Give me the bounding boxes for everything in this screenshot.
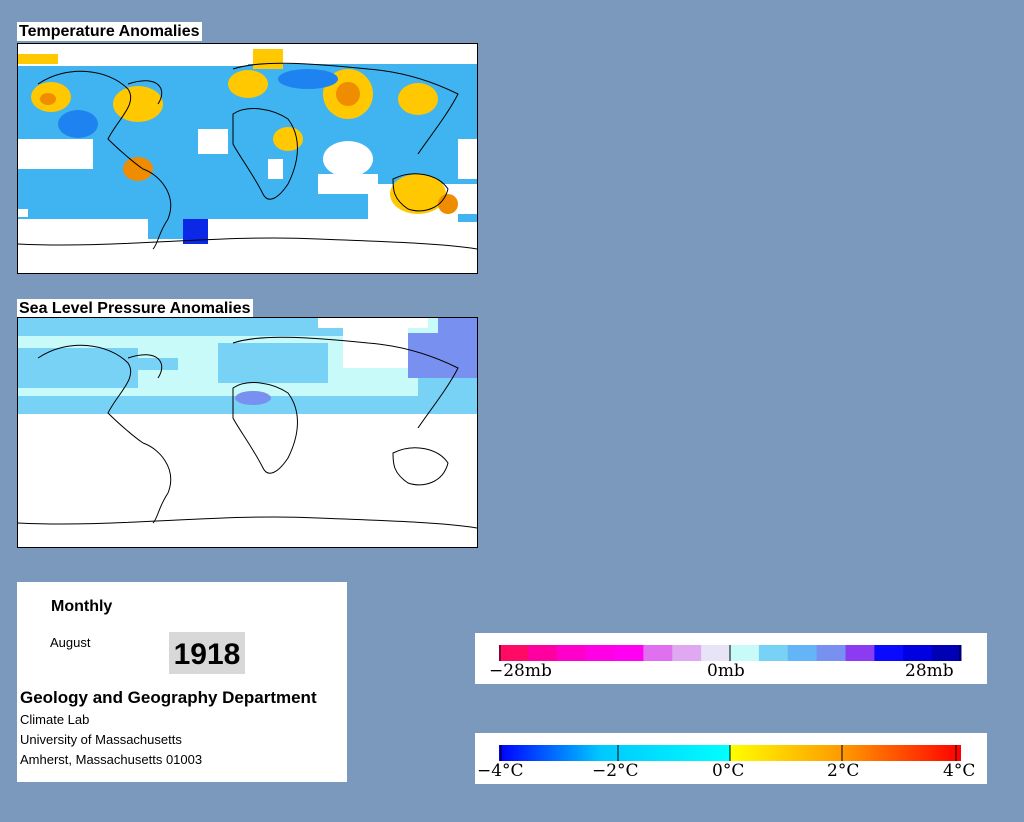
pressure-legend: −28mb 0mb 28mb (475, 633, 987, 684)
temperature-legend-plus4: 4°C (943, 761, 976, 781)
pressure-legend-swatch (585, 645, 615, 661)
pressure-legend-swatch (845, 645, 875, 661)
address: Amherst, Massachusetts 01003 (20, 752, 203, 767)
pressure-legend-swatch (643, 645, 673, 661)
pressure-coastlines (18, 336, 477, 529)
pressure-legend-swatch (527, 645, 558, 661)
pressure-legend-mid: 0mb (707, 661, 745, 681)
department-name: Geology and Geography Department (20, 688, 317, 707)
pressure-anomaly-field (18, 318, 477, 547)
month-label: August (50, 635, 91, 650)
temperature-map (17, 43, 478, 274)
lab-name: Climate Lab (20, 712, 90, 727)
pressure-legend-swatch (932, 645, 962, 661)
pressure-legend-swatch (903, 645, 933, 661)
temperature-legend-zero: 0°C (712, 761, 745, 781)
pressure-map (17, 317, 478, 548)
pressure-legend-swatch (874, 645, 904, 661)
pressure-title: Sea Level Pressure Anomalies (17, 299, 253, 318)
pressure-legend-swatch (556, 645, 587, 661)
temperature-colorbar (499, 745, 961, 761)
temperature-anomaly-field (18, 44, 477, 273)
temperature-legend: −4°C −2°C 0°C 2°C 4°C (475, 733, 987, 784)
period-label: Monthly (51, 598, 113, 615)
pressure-legend-swatch (730, 645, 760, 661)
pressure-legend-max: 28mb (905, 661, 954, 681)
pressure-legend-swatch (614, 645, 644, 661)
temperature-legend-minus2: −2°C (592, 761, 639, 781)
temperature-legend-minus4: −4°C (477, 761, 524, 781)
pressure-legend-swatch (499, 645, 529, 661)
pressure-legend-swatch (701, 645, 731, 661)
info-box: Monthly August 1918 Geology and Geograph… (17, 582, 347, 782)
university-name: University of Massachusetts (20, 732, 182, 747)
pressure-legend-swatch (672, 645, 702, 661)
pressure-legend-swatch (787, 645, 818, 661)
year-label: 1918 (169, 632, 245, 674)
pressure-legend-min: −28mb (489, 661, 552, 681)
pressure-legend-swatch (816, 645, 846, 661)
temperature-coastlines (18, 62, 477, 250)
pressure-legend-swatch (758, 645, 789, 661)
temperature-legend-plus2: 2°C (827, 761, 860, 781)
pressure-colorbar (499, 645, 962, 661)
temperature-title: Temperature Anomalies (17, 22, 202, 41)
